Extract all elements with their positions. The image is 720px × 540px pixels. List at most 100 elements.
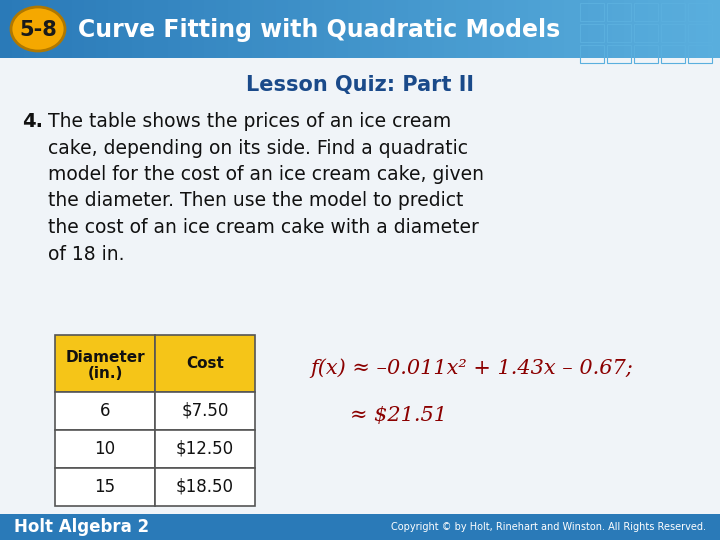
Bar bbox=[48, 0, 60, 58]
Text: Cost: Cost bbox=[186, 356, 224, 371]
Ellipse shape bbox=[11, 7, 65, 51]
Text: Diameter: Diameter bbox=[66, 350, 145, 365]
Bar bbox=[636, 0, 648, 58]
Bar bbox=[36, 0, 48, 58]
Bar bbox=[348, 0, 360, 58]
Bar bbox=[0, 514, 720, 540]
Text: $7.50: $7.50 bbox=[181, 402, 229, 420]
Text: Lesson Quiz: Part II: Lesson Quiz: Part II bbox=[246, 75, 474, 95]
Bar bbox=[276, 0, 288, 58]
Bar bbox=[660, 0, 672, 58]
Bar bbox=[55, 335, 155, 392]
Bar bbox=[312, 0, 324, 58]
Bar bbox=[580, 45, 604, 63]
Bar bbox=[155, 335, 255, 392]
Bar bbox=[240, 0, 252, 58]
Text: f(x) ≈ –0.011x² + 1.43x – 0.67;: f(x) ≈ –0.011x² + 1.43x – 0.67; bbox=[310, 358, 633, 378]
Bar bbox=[72, 0, 84, 58]
Bar bbox=[216, 0, 228, 58]
Bar bbox=[396, 0, 408, 58]
Bar bbox=[156, 0, 168, 58]
Bar bbox=[300, 0, 312, 58]
Bar bbox=[634, 3, 658, 21]
Text: $18.50: $18.50 bbox=[176, 478, 234, 496]
Text: 15: 15 bbox=[94, 478, 116, 496]
Bar bbox=[444, 0, 456, 58]
Bar bbox=[634, 24, 658, 42]
Bar bbox=[155, 392, 255, 430]
Bar bbox=[468, 0, 480, 58]
Bar bbox=[607, 24, 631, 42]
Text: 4.: 4. bbox=[22, 112, 43, 131]
Bar bbox=[108, 0, 120, 58]
Bar bbox=[420, 0, 432, 58]
Text: ≈ $21.51: ≈ $21.51 bbox=[350, 406, 447, 424]
Bar bbox=[552, 0, 564, 58]
Bar bbox=[456, 0, 468, 58]
Bar bbox=[672, 0, 684, 58]
Bar bbox=[600, 0, 612, 58]
Bar bbox=[708, 0, 720, 58]
Bar bbox=[144, 0, 156, 58]
Bar bbox=[576, 0, 588, 58]
Bar bbox=[580, 3, 604, 21]
Bar bbox=[688, 3, 712, 21]
Bar bbox=[607, 45, 631, 63]
Bar bbox=[192, 0, 204, 58]
Bar bbox=[504, 0, 516, 58]
Bar bbox=[432, 0, 444, 58]
Bar bbox=[607, 3, 631, 21]
Bar bbox=[688, 45, 712, 63]
Bar bbox=[132, 0, 144, 58]
Bar bbox=[580, 24, 604, 42]
Bar bbox=[24, 0, 36, 58]
Bar bbox=[155, 430, 255, 468]
Bar bbox=[55, 468, 155, 506]
Bar bbox=[264, 0, 276, 58]
Bar bbox=[516, 0, 528, 58]
Bar bbox=[324, 0, 336, 58]
Bar bbox=[661, 3, 685, 21]
Bar bbox=[588, 0, 600, 58]
Bar bbox=[252, 0, 264, 58]
Bar bbox=[288, 0, 300, 58]
Text: $12.50: $12.50 bbox=[176, 440, 234, 458]
Bar bbox=[180, 0, 192, 58]
Bar bbox=[696, 0, 708, 58]
Bar bbox=[661, 24, 685, 42]
Text: Holt Algebra 2: Holt Algebra 2 bbox=[14, 518, 149, 536]
Bar bbox=[492, 0, 504, 58]
Bar bbox=[564, 0, 576, 58]
Text: 5-8: 5-8 bbox=[19, 20, 57, 40]
Text: 6: 6 bbox=[100, 402, 110, 420]
Text: Copyright © by Holt, Rinehart and Winston. All Rights Reserved.: Copyright © by Holt, Rinehart and Winsto… bbox=[391, 522, 706, 532]
Bar bbox=[480, 0, 492, 58]
Bar bbox=[684, 0, 696, 58]
Bar bbox=[155, 468, 255, 506]
Bar bbox=[661, 45, 685, 63]
Bar bbox=[96, 0, 108, 58]
Bar bbox=[12, 0, 24, 58]
Bar bbox=[384, 0, 396, 58]
Bar bbox=[204, 0, 216, 58]
Bar bbox=[648, 0, 660, 58]
Text: Curve Fitting with Quadratic Models: Curve Fitting with Quadratic Models bbox=[78, 18, 560, 42]
Bar bbox=[55, 392, 155, 430]
Text: (in.): (in.) bbox=[87, 366, 122, 381]
Bar bbox=[0, 0, 12, 58]
Bar bbox=[360, 0, 372, 58]
Bar bbox=[688, 24, 712, 42]
Text: The table shows the prices of an ice cream
cake, depending on its side. Find a q: The table shows the prices of an ice cre… bbox=[48, 112, 484, 264]
Bar bbox=[408, 0, 420, 58]
Bar bbox=[336, 0, 348, 58]
Bar bbox=[60, 0, 72, 58]
Bar bbox=[228, 0, 240, 58]
Bar bbox=[168, 0, 180, 58]
Bar bbox=[528, 0, 540, 58]
Bar bbox=[540, 0, 552, 58]
Text: 10: 10 bbox=[94, 440, 116, 458]
Bar bbox=[55, 430, 155, 468]
Bar bbox=[612, 0, 624, 58]
Bar bbox=[120, 0, 132, 58]
Bar bbox=[372, 0, 384, 58]
